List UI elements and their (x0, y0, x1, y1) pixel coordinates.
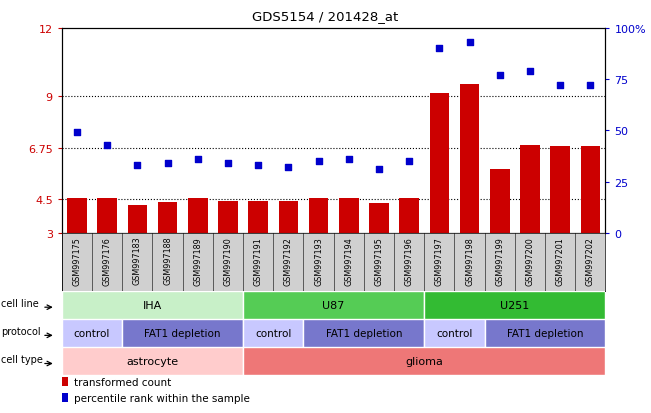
Bar (484, 319, 605, 347)
Text: GSM997192: GSM997192 (284, 236, 293, 285)
Bar (303, 319, 424, 347)
Bar (424, 291, 605, 319)
Bar (62, 319, 122, 347)
Text: GSM997188: GSM997188 (163, 236, 172, 285)
Text: GSM997194: GSM997194 (344, 236, 353, 285)
Bar (62, 377, 68, 386)
Bar (243, 319, 303, 347)
Point (434, 46, 445, 52)
Bar (62, 393, 68, 402)
Bar (62, 347, 243, 375)
Text: control: control (74, 328, 110, 338)
Bar (62, 291, 243, 319)
Text: protocol: protocol (1, 326, 41, 336)
Text: transformed count: transformed count (74, 377, 171, 387)
Text: GSM997200: GSM997200 (525, 236, 534, 285)
Bar (581, 147, 600, 233)
Bar (490, 170, 510, 233)
Bar (424, 319, 484, 347)
Point (102, 142, 113, 149)
Bar (67, 198, 87, 233)
Bar (218, 201, 238, 233)
Text: percentile rank within the sample: percentile rank within the sample (74, 393, 250, 403)
Point (313, 159, 324, 165)
Point (495, 73, 505, 79)
Bar (243, 347, 605, 375)
Text: GSM997189: GSM997189 (193, 236, 202, 285)
Point (344, 157, 354, 163)
Bar (188, 199, 208, 233)
Text: GSM997193: GSM997193 (314, 236, 323, 285)
Bar (279, 201, 298, 233)
Text: IHA: IHA (143, 300, 162, 310)
Point (193, 157, 203, 163)
Text: cell type: cell type (1, 354, 43, 364)
Text: GSM997196: GSM997196 (405, 236, 413, 285)
Text: U87: U87 (322, 300, 345, 310)
Text: GSM997201: GSM997201 (556, 236, 564, 285)
Text: GSM997191: GSM997191 (254, 236, 262, 285)
Bar (248, 201, 268, 233)
Point (464, 40, 475, 47)
Text: U251: U251 (500, 300, 529, 310)
Point (525, 69, 535, 75)
Point (555, 83, 565, 90)
Point (72, 130, 82, 136)
Text: control: control (436, 328, 473, 338)
Text: GSM997175: GSM997175 (72, 236, 81, 285)
Text: GSM997199: GSM997199 (495, 236, 505, 285)
Text: glioma: glioma (406, 356, 443, 366)
Point (585, 83, 596, 90)
Bar (122, 319, 243, 347)
Text: GSM997183: GSM997183 (133, 236, 142, 285)
Text: GSM997198: GSM997198 (465, 236, 474, 285)
Bar (339, 199, 359, 233)
Text: control: control (255, 328, 292, 338)
Bar (430, 94, 449, 233)
Text: astrocyte: astrocyte (126, 356, 178, 366)
Bar (460, 85, 479, 233)
Point (283, 165, 294, 171)
Bar (399, 198, 419, 233)
Text: cell line: cell line (1, 298, 39, 308)
Bar (369, 203, 389, 233)
Text: GDS5154 / 201428_at: GDS5154 / 201428_at (253, 10, 398, 23)
Text: GSM997195: GSM997195 (374, 236, 383, 285)
Bar (520, 146, 540, 233)
Text: FAT1 depletion: FAT1 depletion (506, 328, 583, 338)
Bar (243, 291, 424, 319)
Text: GSM997202: GSM997202 (586, 236, 595, 285)
Bar (158, 203, 177, 233)
Bar (128, 206, 147, 233)
Bar (550, 147, 570, 233)
Point (404, 159, 414, 165)
Point (223, 161, 233, 167)
Bar (98, 199, 117, 233)
Point (132, 163, 143, 169)
Text: FAT1 depletion: FAT1 depletion (145, 328, 221, 338)
Point (374, 167, 384, 173)
Text: GSM997176: GSM997176 (103, 236, 111, 285)
Bar (309, 199, 328, 233)
Text: GSM997190: GSM997190 (223, 236, 232, 285)
Point (253, 163, 264, 169)
Text: GSM997197: GSM997197 (435, 236, 444, 285)
Text: FAT1 depletion: FAT1 depletion (326, 328, 402, 338)
Point (162, 161, 173, 167)
